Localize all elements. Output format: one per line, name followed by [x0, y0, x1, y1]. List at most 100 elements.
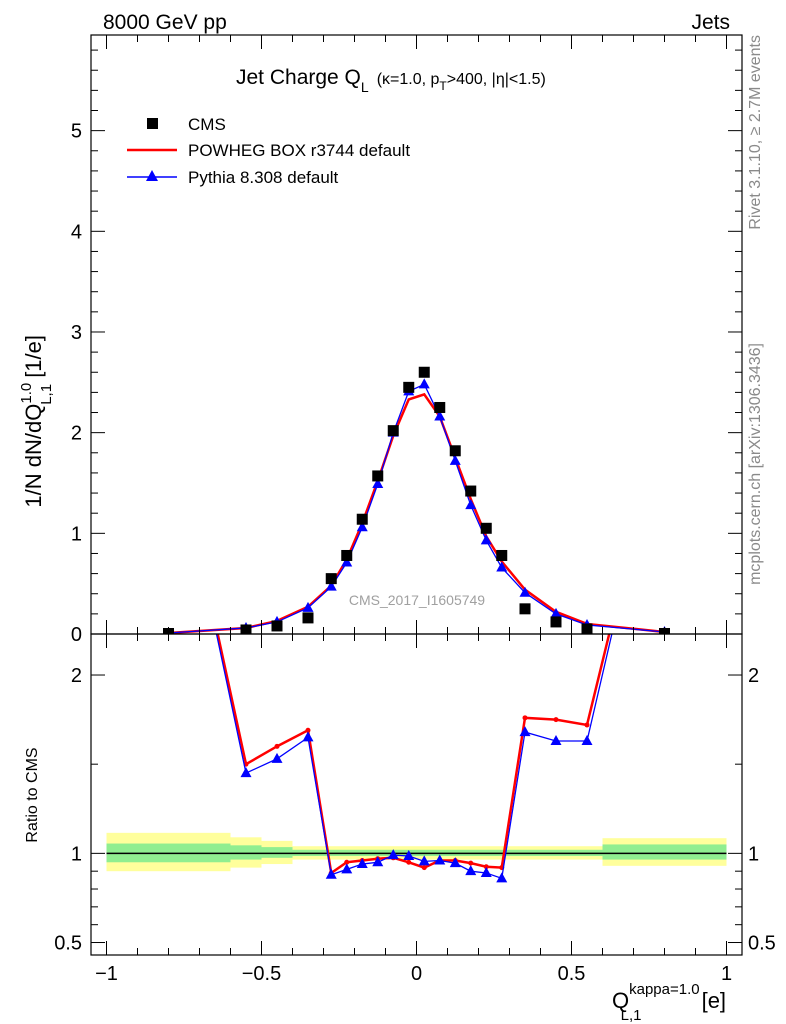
ratio-pythia-point: [325, 868, 337, 879]
main-ylabel: 1/N dN/dQ1.0 L,1 [1/e]: [18, 335, 55, 508]
rivet-label: Rivet 3.1.10, ≥ 2.7M events: [747, 35, 764, 230]
band-green: [261, 847, 293, 858]
ratio-powheg-point: [483, 864, 489, 870]
cms-point: [519, 603, 531, 615]
main-ytick-label: 3: [71, 322, 82, 344]
cms-point: [356, 513, 368, 525]
ratio-ytick-label: 2: [71, 665, 82, 687]
cms-point: [341, 549, 353, 561]
ratio-powheg-point: [406, 859, 412, 865]
ratio-pythia-point: [372, 856, 384, 867]
ratio-pythia-point: [519, 726, 531, 737]
main-series: [163, 366, 670, 634]
pythia-point: [341, 556, 353, 567]
cms-point: [325, 573, 337, 585]
cms-point: [387, 425, 399, 437]
legend-powheg-label: POWHEG BOX r3744 default: [188, 141, 410, 160]
ratio-pythia-point: [496, 872, 508, 883]
ratio-pythia-point: [449, 857, 461, 868]
ratio-pythia-point: [341, 863, 353, 874]
main-ylabel-sup: 1.0: [18, 383, 35, 404]
ratio-ytick-label: 1: [71, 843, 82, 865]
ratio-powheg-point: [274, 743, 280, 749]
xtick-label: 0.5: [558, 963, 586, 985]
legend-cms-marker: [147, 118, 158, 129]
ratio-powheg-line: [216, 634, 611, 876]
ratio-pythia-point: [387, 849, 399, 860]
ratio-pythia-point: [480, 866, 492, 877]
ratio-pythia-point: [550, 735, 562, 745]
main-title-params: (κ=1.0, p: [377, 71, 440, 88]
pythia-point: [465, 499, 477, 510]
series-powheg-line: [168, 392, 665, 634]
ratio-powheg-point: [305, 727, 311, 733]
main-ytick-label: 4: [71, 221, 82, 243]
ratio-powheg-point: [468, 860, 474, 866]
ratio-pythia-line: [215, 634, 613, 880]
pythia-point: [550, 607, 562, 618]
cms-point: [302, 612, 314, 624]
legend: CMS POWHEG BOX r3744 default Pythia 8.30…: [127, 115, 410, 187]
header-left: 8000 GeV pp: [103, 11, 227, 34]
legend-cms-label: CMS: [188, 115, 226, 134]
ratio-ytick-label-right: 2: [748, 665, 759, 687]
pythia-point: [418, 378, 430, 389]
cms-point: [434, 401, 446, 413]
cms-point: [240, 624, 252, 634]
ratio-powheg-point: [344, 859, 350, 865]
series-pythia-line: [168, 383, 665, 634]
legend-pythia-marker: [146, 170, 158, 181]
ratio-powheg-point: [662, 405, 667, 410]
main-title: Jet Charge QL (κ=1.0, pT>400, |η|<1.5): [236, 66, 546, 95]
ratio-ytick-label-right: 0.5: [748, 933, 776, 955]
ratio-pythia-point: [465, 865, 477, 876]
main-ytick-label: 1: [71, 523, 82, 545]
xtick-label: 0: [411, 963, 422, 985]
cms-point: [465, 485, 477, 497]
pythia-point: [449, 454, 461, 465]
band-green: [602, 844, 727, 860]
legend-pythia-label: Pythia 8.308 default: [188, 168, 339, 187]
ratio-pythia-point: [163, 402, 174, 412]
ratio-pythia-point: [302, 731, 314, 742]
pythia-point: [356, 521, 368, 532]
ratio-ytick-label-right: 1: [748, 843, 759, 865]
ratio-pythia-point: [418, 855, 430, 866]
cms-point: [449, 445, 461, 457]
ratio-series: [163, 402, 667, 883]
ratio-bands: [106, 832, 727, 872]
cms-point: [403, 381, 415, 393]
ratio-ylabel: Ratio to CMS: [24, 747, 41, 842]
ratio-powheg-point: [522, 715, 528, 721]
header-right: Jets: [691, 11, 730, 34]
plot-layer: 0 1 2 3 4 5 0.5 0.5 1 1 2 2 −1 −0.5 0 0.5 1: [54, 34, 776, 985]
ratio-pythia-point: [271, 752, 283, 763]
pythia-point: [372, 477, 384, 488]
ratio-frame: [90, 633, 743, 956]
main-ylabel-sub: L,1: [38, 384, 55, 405]
band-green: [230, 845, 262, 860]
xtick-label: −0.5: [242, 963, 281, 985]
cms-point: [480, 522, 492, 534]
ratio-pythia-point: [581, 735, 593, 745]
ratio-powheg-point: [553, 717, 559, 723]
pythia-point: [434, 410, 446, 421]
ratio-powheg-point: [421, 865, 427, 871]
pythia-point: [480, 534, 492, 545]
xlabel-sub: L,1: [621, 1007, 642, 1024]
cms-point: [418, 366, 430, 378]
cms-point: [496, 549, 508, 561]
xlabel: Qkappa=1.0 L,1 [e]: [612, 981, 726, 1024]
xtick-label: −1: [95, 963, 118, 985]
pythia-point: [519, 586, 531, 597]
ratio-powheg-point: [166, 405, 171, 410]
main-ytick-label: 0: [71, 624, 82, 646]
main-ytick-label: 5: [71, 121, 82, 143]
xlabel-sup: kappa=1.0: [629, 981, 699, 998]
cms-point: [550, 616, 562, 628]
ratio-pythia-point: [356, 858, 368, 869]
xtick-label: 1: [721, 963, 732, 985]
pythia-point: [325, 580, 337, 591]
mcplots-label: mcplots.cern.ch [arXiv:1306.3436]: [747, 343, 764, 585]
